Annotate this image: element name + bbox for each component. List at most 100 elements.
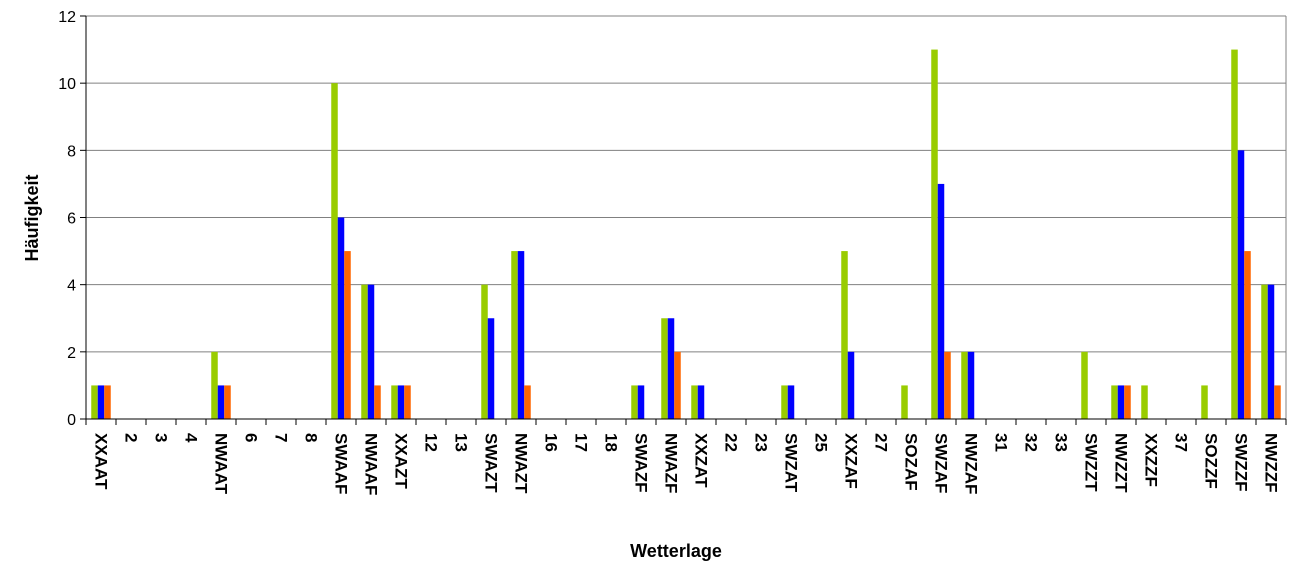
- bar: [697, 385, 705, 419]
- x-tick-label: 8: [302, 433, 321, 442]
- x-tick-labels: XXAAT 2 3 4 NWAAT 6 7 8 SWAAF NWAAF XXAZT 12 13 SWAZT…: [92, 433, 1281, 495]
- bar: [337, 217, 345, 419]
- bar: [967, 351, 975, 419]
- bar: [1081, 351, 1088, 419]
- bar: [224, 385, 231, 419]
- bar: [1201, 385, 1208, 419]
- x-tick-label: 13: [452, 433, 471, 452]
- bar: [1231, 49, 1238, 419]
- x-tick-label: NWZAF: [962, 433, 981, 494]
- x-tick-label: SWAAF: [332, 433, 351, 494]
- x-tick-label: XXAZT: [392, 433, 411, 489]
- x-tick-label: SWZAF: [932, 433, 951, 493]
- bar: [361, 284, 368, 419]
- bar: [841, 251, 848, 419]
- bar: [331, 83, 338, 420]
- bar: [787, 385, 795, 419]
- x-tick-label: 23: [752, 433, 771, 452]
- y-tick-label: 4: [67, 278, 76, 295]
- bar: [631, 385, 638, 419]
- x-tick-label: 25: [812, 433, 831, 452]
- bar: [847, 351, 855, 419]
- x-tick-label: NWAZT: [512, 433, 531, 494]
- bar: [367, 284, 375, 419]
- x-tick-label: NWAZF: [662, 433, 681, 493]
- gridlines: [86, 15, 1287, 419]
- x-tick-label: 27: [872, 433, 891, 452]
- bar: [674, 351, 681, 419]
- bar: [487, 318, 495, 419]
- bar: [937, 183, 945, 419]
- y-tick-label: 6: [67, 211, 76, 228]
- bar: [91, 385, 98, 419]
- bar: [511, 251, 518, 419]
- y-tick-label: 0: [67, 412, 76, 429]
- x-tick-label: SWZZT: [1082, 433, 1101, 492]
- bar: [97, 385, 105, 419]
- bar: [374, 385, 381, 419]
- x-tick-label: SWZZF: [1232, 433, 1251, 492]
- bar: [1141, 385, 1148, 419]
- x-tick-label: 6: [242, 433, 261, 442]
- x-tick-label: NWAAT: [212, 433, 231, 495]
- y-tick-labels: 0 2 4 6 8 10 12: [58, 9, 76, 429]
- x-tick-label: NWAAF: [362, 433, 381, 495]
- y-tick-label: 12: [58, 9, 76, 26]
- x-tick-label: XXZAF: [842, 433, 861, 489]
- y-tick-label: 2: [67, 345, 76, 362]
- y-tick-label: 8: [67, 143, 76, 160]
- x-tick-label: 7: [272, 433, 291, 442]
- x-tick-label: 2: [122, 433, 141, 442]
- x-tick-label: 3: [152, 433, 171, 442]
- bar-series-group: [91, 49, 1281, 420]
- bar: [1124, 385, 1131, 419]
- x-tick-label: 32: [1022, 433, 1041, 452]
- bar: [1237, 150, 1245, 419]
- x-tick-label: 33: [1052, 433, 1071, 452]
- bar: [104, 385, 111, 419]
- bar: [1261, 284, 1268, 419]
- bar: [391, 385, 398, 419]
- bar: [1111, 385, 1118, 419]
- bar: [944, 351, 951, 419]
- x-axis-title: Wetterlage: [630, 541, 722, 561]
- bar: [404, 385, 411, 419]
- bar: [397, 385, 405, 419]
- bar: [524, 385, 531, 419]
- x-tick-label: SOZAF: [902, 433, 921, 491]
- x-tick-label: XXZZF: [1142, 433, 1161, 487]
- x-tick-label: 4: [182, 433, 201, 443]
- x-tick-label: XXZAT: [692, 433, 711, 488]
- x-tick-label: 18: [602, 433, 621, 452]
- x-tick-label: NWZZF: [1262, 433, 1281, 492]
- x-tick-label: 12: [422, 433, 441, 452]
- bar: [211, 351, 218, 419]
- x-tick-label: XXAAT: [92, 433, 111, 490]
- x-tick-label: SWAZF: [632, 433, 651, 493]
- bar: [1117, 385, 1125, 419]
- bar: [1274, 385, 1281, 419]
- axes: [80, 15, 1287, 425]
- bar: [901, 385, 908, 419]
- x-tick-label: SWZAT: [782, 433, 801, 493]
- bar: [961, 351, 968, 419]
- bar: [1244, 251, 1251, 419]
- x-tick-label: SOZZF: [1202, 433, 1221, 489]
- bar: [691, 385, 698, 419]
- x-tick-label: 17: [572, 433, 591, 452]
- bar: [781, 385, 788, 419]
- x-tick-label: 16: [542, 433, 561, 452]
- bar: [1267, 284, 1275, 419]
- bar: [517, 251, 525, 419]
- x-tick-label: 31: [992, 433, 1011, 452]
- bar: [637, 385, 645, 419]
- x-tick-label: 22: [722, 433, 741, 452]
- bar: [661, 318, 668, 419]
- x-tick-label: 37: [1172, 433, 1191, 452]
- bar: [931, 49, 938, 419]
- y-tick-label: 10: [58, 76, 76, 93]
- bar: [481, 284, 488, 419]
- bar: [217, 385, 225, 419]
- bar: [344, 251, 351, 419]
